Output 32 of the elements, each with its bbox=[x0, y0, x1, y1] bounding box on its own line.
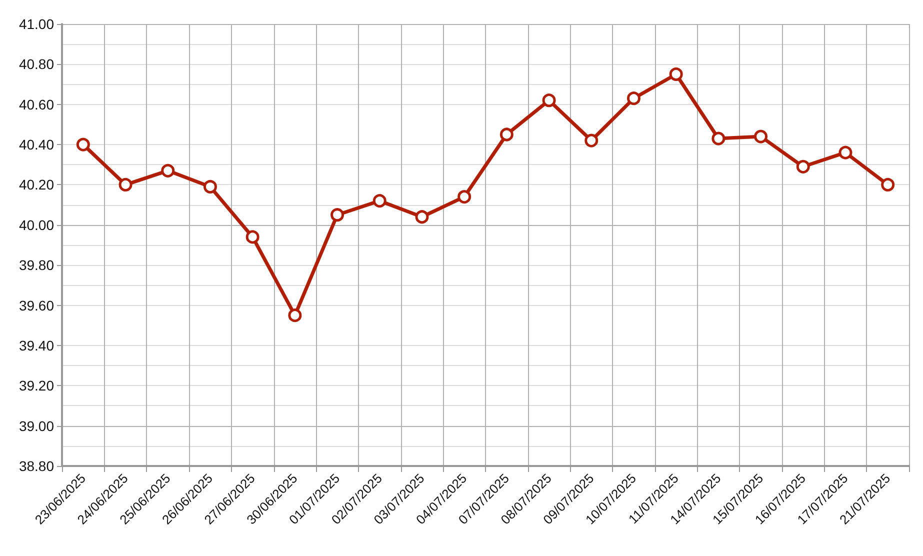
y-tick-label: 40.40 bbox=[18, 136, 54, 153]
point bbox=[542, 94, 556, 108]
point bbox=[246, 230, 260, 244]
point bbox=[458, 190, 472, 204]
y-tick-label: 38.80 bbox=[18, 458, 54, 474]
y-tick-label: 40.60 bbox=[18, 96, 54, 112]
y-tick-label: 39.60 bbox=[18, 297, 54, 314]
point bbox=[161, 164, 175, 178]
y-tick-label: 39.00 bbox=[18, 418, 54, 434]
point bbox=[626, 92, 640, 106]
point bbox=[754, 130, 768, 144]
y-tick-label: 39.40 bbox=[18, 337, 54, 354]
point bbox=[118, 178, 132, 192]
point bbox=[415, 210, 429, 224]
point bbox=[76, 138, 90, 152]
point bbox=[203, 180, 217, 194]
y-tick-label: 39.20 bbox=[18, 378, 54, 394]
y-tick-label: 39.80 bbox=[18, 257, 54, 274]
point bbox=[796, 160, 810, 174]
point bbox=[584, 134, 598, 148]
point bbox=[712, 132, 726, 146]
point bbox=[288, 308, 302, 322]
y-tick-label: 40.80 bbox=[18, 56, 54, 72]
point bbox=[838, 146, 852, 160]
point bbox=[881, 178, 895, 192]
point bbox=[500, 128, 514, 142]
y-tick-label: 40.00 bbox=[18, 216, 54, 233]
y-tick-label: 41.00 bbox=[18, 16, 54, 32]
y-tick-label: 40.20 bbox=[18, 176, 54, 193]
point bbox=[372, 194, 386, 208]
point bbox=[330, 208, 344, 222]
point bbox=[669, 67, 683, 81]
